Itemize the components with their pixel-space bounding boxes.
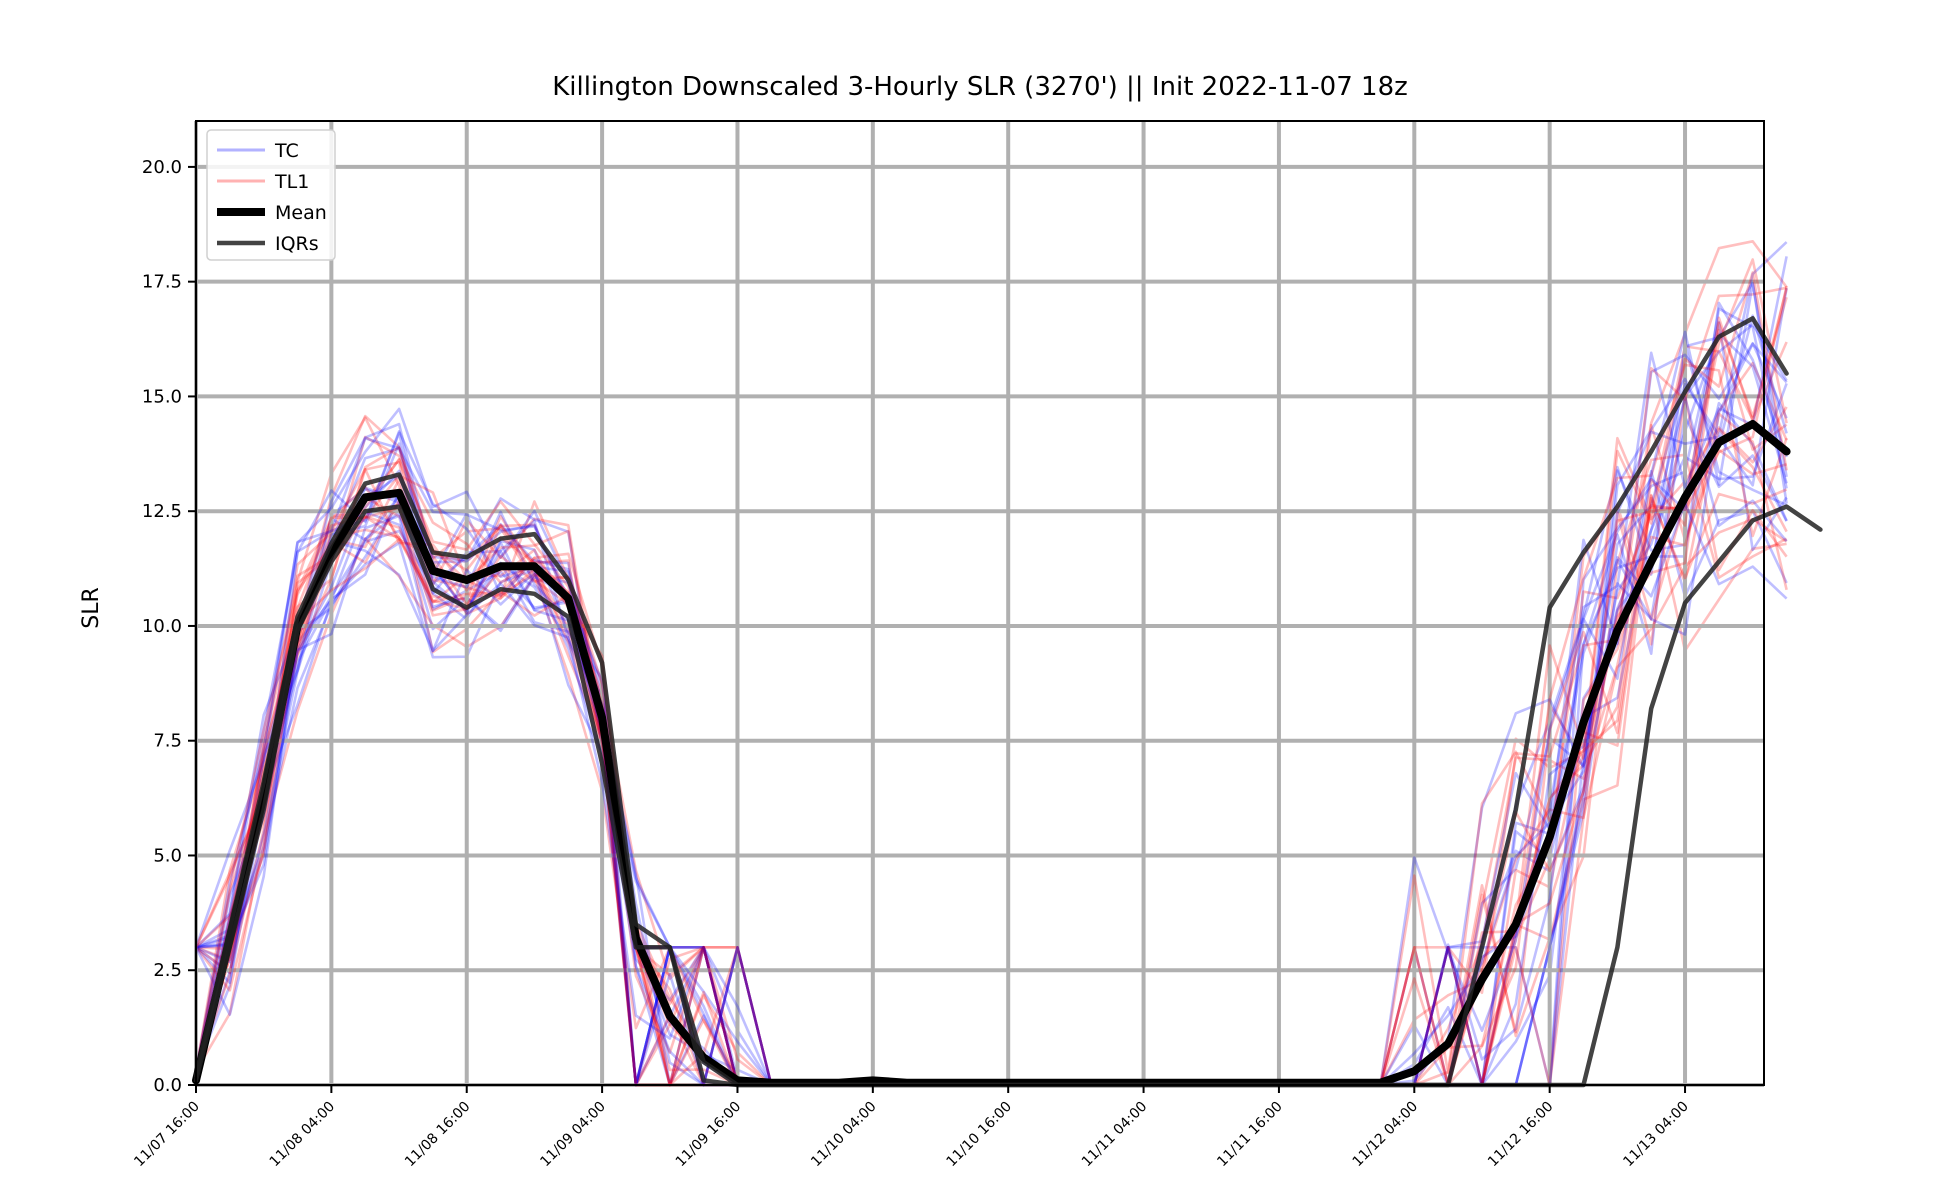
x-tick-label: 11/07 16:00	[131, 1099, 203, 1171]
mean-series-line	[192, 420, 1791, 1087]
x-tick-label: 11/12 16:00	[1485, 1099, 1557, 1171]
y-tick-label: 15.0	[142, 386, 182, 407]
y-tick-label: 7.5	[153, 731, 182, 752]
y-tick-label: 10.0	[142, 616, 182, 637]
chart-title: Killington Downscaled 3-Hourly SLR (3270…	[552, 72, 1408, 102]
y-axis-label: SLR	[79, 587, 104, 629]
legend-box	[206, 129, 336, 261]
x-tick-label: 11/11 04:00	[1079, 1099, 1151, 1171]
x-tick-label: 11/10 16:00	[944, 1099, 1016, 1171]
y-tick-label: 5.0	[153, 845, 182, 866]
legend-label: IQRs	[275, 233, 319, 255]
x-tick-label: 11/09 16:00	[673, 1099, 745, 1171]
y-tick-label: 17.5	[142, 272, 182, 293]
y-tick-label: 12.5	[142, 501, 182, 522]
legend: TC TL1 Mean IQRs	[206, 129, 336, 261]
legend-label: Mean	[275, 202, 327, 224]
y-tick-label: 0.0	[153, 1075, 182, 1096]
x-tick-label: 11/11 16:00	[1214, 1099, 1286, 1171]
x-tick-label: 11/13 04:00	[1620, 1099, 1692, 1171]
plot-frame	[195, 120, 1765, 1086]
grid	[194, 121, 1764, 1087]
legend-label: TL1	[274, 171, 309, 193]
x-tick-label: 11/08 16:00	[402, 1099, 474, 1171]
y-tick-label: 2.5	[153, 960, 182, 981]
legend-label: TC	[274, 140, 299, 162]
x-tick-label: 11/12 04:00	[1350, 1099, 1422, 1171]
y-tick-label: 20.0	[142, 157, 182, 178]
x-tick-label: 11/08 04:00	[267, 1099, 339, 1171]
x-tick-label: 11/09 04:00	[537, 1099, 609, 1171]
x-tick-label: 11/10 04:00	[808, 1099, 880, 1171]
